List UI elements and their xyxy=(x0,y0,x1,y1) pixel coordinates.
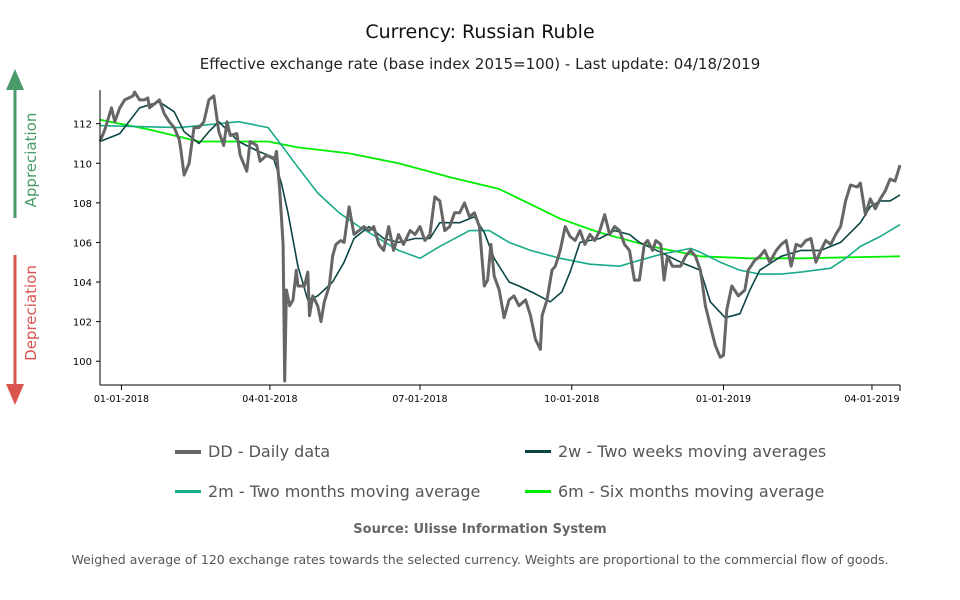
legend-label: DD - Daily data xyxy=(208,442,331,461)
y-tick-label: 108 xyxy=(73,199,92,210)
x-tick-label: 01-01-2019 xyxy=(696,394,751,405)
series-daily-line xyxy=(98,90,902,383)
legend-item-daily[interactable]: DD - Daily data xyxy=(175,442,330,461)
y-tick-label: 112 xyxy=(73,120,92,131)
series-2m-line xyxy=(99,120,901,275)
series-6m-line xyxy=(99,118,901,260)
direction-indicator: Appreciation Depreciation xyxy=(6,69,40,405)
footnote: Weighed average of 120 exchange rates to… xyxy=(71,552,889,567)
line-chart: 100 102 104 106 108 110 112 01-01-2018 04-01-201… xyxy=(73,90,902,405)
legend-item-2w[interactable]: 2w - Two weeks moving averages xyxy=(525,442,826,461)
depreciation-label: Depreciation xyxy=(22,265,40,361)
x-tick-label: 01-01-2018 xyxy=(94,394,149,405)
legend-label: 2m - Two months moving average xyxy=(208,482,481,501)
legend-swatch-2w xyxy=(525,450,551,453)
legend-item-6m[interactable]: 6m - Six months moving average xyxy=(525,482,824,501)
x-tick-label: 10-01-2018 xyxy=(544,394,599,405)
y-tick-label: 104 xyxy=(73,278,92,289)
y-tick-label: 102 xyxy=(73,318,92,329)
x-tick-label: 04-01-2018 xyxy=(242,394,297,405)
legend-swatch-daily xyxy=(175,449,201,454)
chart-subtitle: Effective exchange rate (base index 2015… xyxy=(199,55,761,73)
x-tick-label: 07-01-2018 xyxy=(392,394,447,405)
legend-swatch-2m xyxy=(175,490,201,493)
y-tick-label: 106 xyxy=(73,238,92,249)
source-text: Source: Ulisse Information System xyxy=(353,522,607,537)
legend-swatch-6m xyxy=(525,490,551,493)
legend-label: 2w - Two weeks moving averages xyxy=(558,442,827,461)
y-tick-label: 110 xyxy=(73,159,92,170)
depreciation-arrow-icon xyxy=(6,255,24,405)
chart-title: Currency: Russian Ruble xyxy=(365,21,595,43)
appreciation-arrow-icon xyxy=(6,69,24,218)
appreciation-label: Appreciation xyxy=(22,113,40,208)
y-tick-label: 100 xyxy=(73,357,92,368)
legend-item-2m[interactable]: 2m - Two months moving average xyxy=(175,482,480,501)
legend-label: 6m - Six months moving average xyxy=(558,482,825,501)
x-tick-label: 04-01-2019 xyxy=(844,394,899,405)
